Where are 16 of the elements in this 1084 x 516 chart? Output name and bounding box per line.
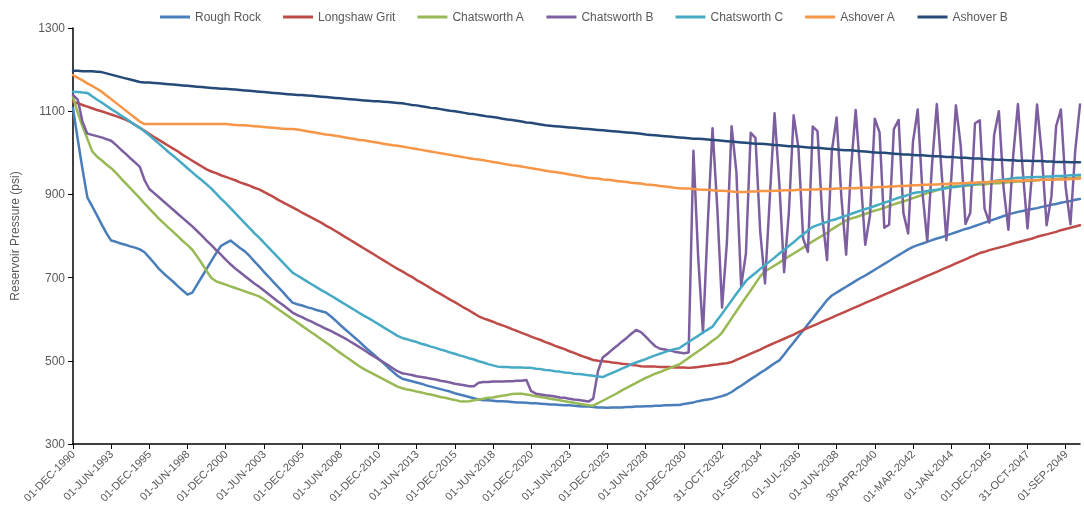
legend-label: Ashover B bbox=[952, 10, 1008, 24]
legend-label: Rough Rock bbox=[195, 10, 263, 24]
y-tick-label: 1300 bbox=[38, 21, 66, 35]
y-tick-label: 500 bbox=[44, 353, 66, 368]
legend-label: Ashover A bbox=[840, 10, 895, 24]
y-axis-title: Reservoir Pressure (psi) bbox=[8, 171, 22, 301]
line-series bbox=[71, 69, 1082, 164]
legend-label: Chatsworth B bbox=[581, 10, 654, 24]
line-series bbox=[71, 73, 1082, 194]
y-tick-label: 300 bbox=[44, 437, 66, 451]
y-tick-label: 700 bbox=[44, 270, 66, 285]
legend-label: Longshaw Grit bbox=[318, 10, 397, 24]
y-tick-label: 1100 bbox=[39, 104, 66, 119]
legend-label: Chatsworth C bbox=[710, 10, 784, 24]
y-tick-label: 900 bbox=[44, 187, 66, 202]
legend-label: Chatsworth A bbox=[452, 10, 524, 24]
